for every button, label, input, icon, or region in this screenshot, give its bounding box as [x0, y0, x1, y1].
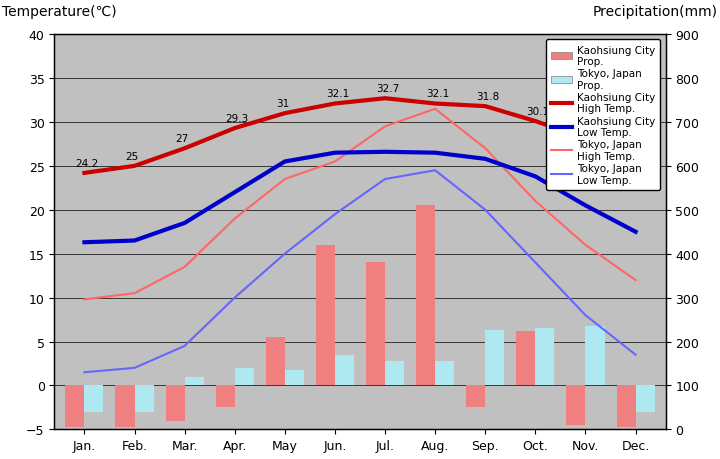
- Bar: [435, 361, 454, 386]
- Bar: [616, 386, 636, 427]
- Bar: [235, 368, 253, 386]
- Bar: [467, 386, 485, 408]
- Bar: [636, 386, 654, 412]
- Text: 25: 25: [125, 151, 139, 162]
- Text: 32.7: 32.7: [376, 84, 400, 94]
- Bar: [84, 386, 104, 412]
- Text: Precipitation(mm): Precipitation(mm): [593, 6, 718, 19]
- Bar: [385, 361, 404, 386]
- Text: 27: 27: [176, 134, 189, 144]
- Bar: [416, 206, 435, 386]
- Bar: [266, 337, 285, 386]
- Text: Temperature(℃): Temperature(℃): [2, 6, 117, 19]
- Legend: Kaohsiung City
Prop., Tokyo, Japan
Prop., Kaohsiung City
High Temp., Kaohsiung C: Kaohsiung City Prop., Tokyo, Japan Prop.…: [546, 40, 660, 190]
- Text: 31.8: 31.8: [476, 92, 500, 102]
- Text: 29.3: 29.3: [226, 114, 249, 124]
- Bar: [585, 326, 605, 386]
- Bar: [285, 370, 304, 386]
- Bar: [316, 246, 335, 386]
- Text: 24.2: 24.2: [76, 158, 99, 168]
- Text: 25.3: 25.3: [626, 149, 649, 159]
- Bar: [216, 386, 235, 408]
- Bar: [567, 386, 585, 425]
- Bar: [166, 386, 184, 420]
- Bar: [66, 386, 84, 427]
- Bar: [366, 263, 385, 386]
- Bar: [516, 331, 536, 386]
- Text: 31: 31: [276, 99, 289, 109]
- Text: 32.1: 32.1: [326, 89, 349, 99]
- Bar: [115, 386, 135, 427]
- Bar: [536, 329, 554, 386]
- Text: 28.1: 28.1: [577, 124, 600, 134]
- Text: 30.1: 30.1: [526, 107, 549, 117]
- Bar: [184, 377, 204, 386]
- Text: 32.1: 32.1: [426, 89, 449, 99]
- Bar: [135, 386, 153, 412]
- Bar: [335, 355, 354, 386]
- Bar: [485, 330, 504, 386]
